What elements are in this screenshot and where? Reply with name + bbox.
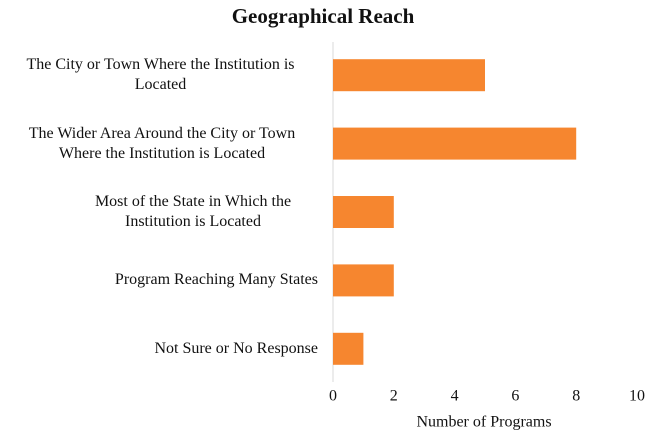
x-tick-label: 10: [629, 388, 645, 405]
y-tick-label: Most of the State in Which the Instituti…: [94, 193, 292, 230]
y-tick-label-box: The City or Town Where the Institution i…: [3, 55, 318, 95]
x-tick-label: 8: [572, 388, 580, 405]
y-tick-label-box: Most of the State in Which the Instituti…: [68, 192, 318, 232]
chart-title: Geographical Reach: [232, 4, 415, 28]
y-tick-label-box: Program Reaching Many States: [115, 270, 318, 290]
y-tick-label: The Wider Area Around the City or Town W…: [28, 124, 296, 162]
y-tick-label-box: The Wider Area Around the City or Town W…: [6, 124, 318, 164]
y-tick-label-box: Not Sure or No Response: [154, 339, 318, 359]
x-tick-label: 2: [390, 388, 398, 405]
bar: [333, 264, 394, 297]
x-tick-label: 6: [511, 388, 519, 405]
x-tick-label: 4: [451, 388, 459, 405]
bar: [333, 127, 577, 160]
bar: [333, 59, 485, 92]
y-tick-label: Not Sure or No Response: [154, 339, 318, 357]
y-tick-label: Program Reaching Many States: [114, 271, 318, 289]
x-tick-label: 0: [329, 388, 337, 405]
bar: [333, 332, 364, 365]
bar: [333, 196, 394, 228]
x-axis-label: Number of Programs: [416, 414, 551, 431]
y-tick-label: The City or Town Where the Institution i…: [26, 56, 295, 94]
